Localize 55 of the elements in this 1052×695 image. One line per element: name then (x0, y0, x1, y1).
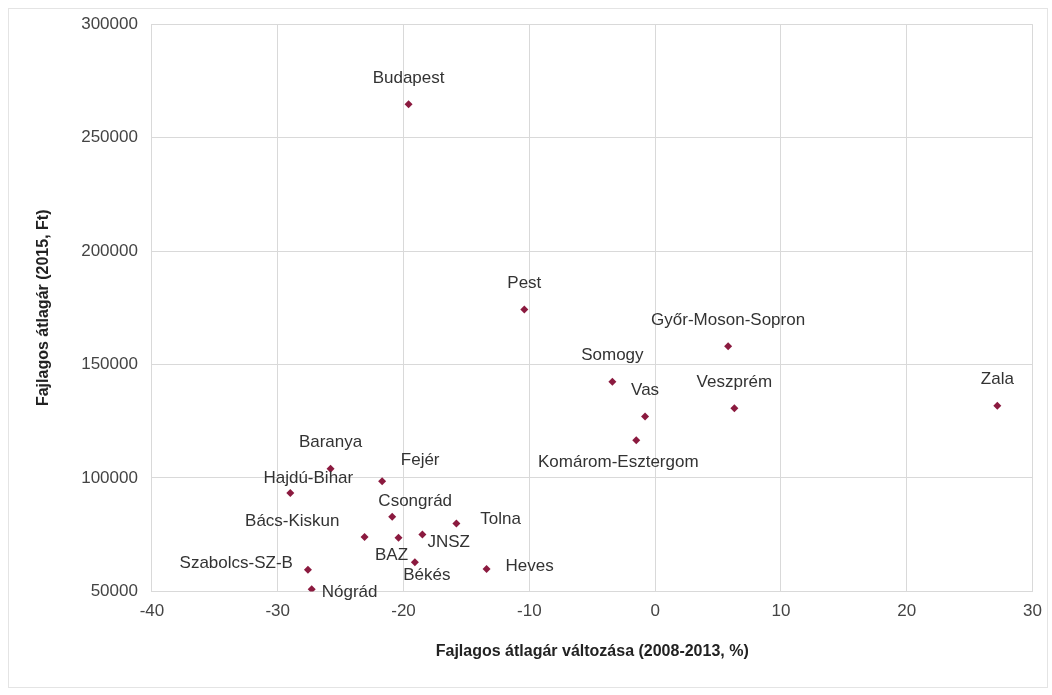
point (641, 412, 650, 421)
annotation: Baranya (298, 432, 363, 452)
point (404, 100, 413, 109)
annotation: JNSZ (427, 532, 470, 552)
x-tick-label: -10 (517, 601, 542, 621)
point (394, 533, 403, 542)
y-axis-title: Fajlagos átlagár (2015, Ft) (34, 209, 52, 407)
annotation: Zala (980, 369, 1015, 389)
annotation: BAZ (374, 545, 409, 565)
y-tick-label: 300000 (81, 13, 138, 33)
x-tick-label: 30 (1023, 601, 1043, 621)
annotation: Bács-Kiskun (245, 510, 340, 530)
annotation: Békés (403, 565, 451, 585)
point (360, 532, 369, 541)
point (307, 585, 316, 592)
annotation: Somogy (581, 345, 645, 365)
x-tick-label: 10 (771, 601, 791, 621)
point (418, 530, 427, 539)
x-tick-label: -40 (139, 601, 165, 621)
x-tick-label: 0 (650, 601, 660, 621)
annotation: Csongrád (378, 491, 453, 511)
x-tick-label: -20 (391, 601, 416, 621)
annotation: Fejér (400, 449, 440, 469)
point (993, 401, 1002, 410)
annotation: Nógrád (321, 582, 378, 602)
y-tick-label: 200000 (81, 240, 138, 260)
annotation: Vas (631, 380, 660, 400)
annotation: Veszprém (696, 372, 773, 391)
y-tick-label: 50000 (90, 581, 138, 601)
annotation: Pest (507, 273, 542, 293)
point (724, 342, 733, 351)
point (608, 377, 617, 386)
point (520, 305, 529, 314)
annotation: Komárom-Esztergom (537, 451, 699, 471)
annotation: Hajdú-Bihar (263, 467, 354, 487)
x-axis-title: Fajlagos átlagár változása (2008-2013, %) (435, 641, 749, 659)
annotation: Szabolcs-SZ-B (179, 552, 293, 572)
y-tick-label: 150000 (81, 354, 138, 374)
point (303, 565, 312, 574)
annotation: Tolna (480, 509, 522, 529)
y-tick-label: 250000 (81, 127, 138, 147)
point (378, 477, 387, 486)
point (410, 558, 419, 567)
x-tick-label: 20 (897, 601, 917, 621)
y-tick-label: 100000 (81, 467, 138, 487)
annotation: Győr-Moson-Sopron (651, 310, 806, 330)
x-tick-label: -30 (265, 601, 291, 621)
annotation: Heves (505, 555, 554, 575)
point (482, 564, 491, 573)
annotation: Budapest (372, 67, 445, 87)
point (388, 512, 397, 521)
point (286, 488, 295, 497)
point (730, 404, 739, 413)
point (452, 519, 461, 528)
point (632, 436, 641, 445)
